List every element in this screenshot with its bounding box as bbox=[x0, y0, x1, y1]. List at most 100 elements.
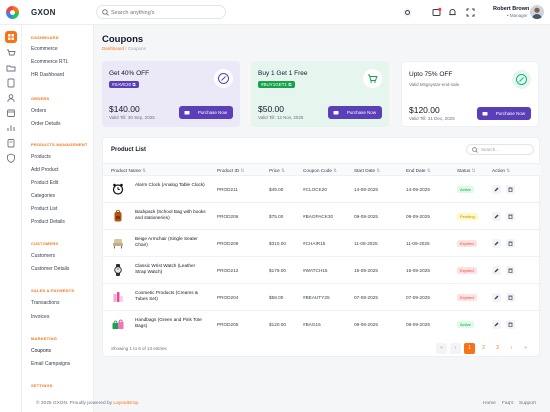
edit-icon[interactable] bbox=[492, 239, 501, 248]
start-date: 07-08-2025 bbox=[354, 295, 378, 300]
coupon-code-badge[interactable]: #BUY1GET1 ⧉ bbox=[258, 81, 295, 88]
breadcrumb-parent[interactable]: Dashboard bbox=[102, 46, 125, 51]
prev-page-button[interactable]: ‹ bbox=[450, 343, 461, 354]
coupon-code: #CHAIR15 bbox=[303, 241, 326, 246]
column-header[interactable]: Start Date ⇅ bbox=[354, 168, 381, 173]
product-name[interactable]: Alarm Clock (Analog Table Clock) bbox=[135, 182, 205, 187]
delete-icon[interactable] bbox=[506, 293, 515, 302]
delete-icon[interactable] bbox=[506, 320, 515, 329]
sidebar-item-add-product[interactable]: Add Product bbox=[31, 167, 59, 173]
folder-icon[interactable] bbox=[5, 62, 17, 74]
cart-icon[interactable] bbox=[5, 47, 17, 59]
page-title: Coupons bbox=[102, 34, 144, 45]
start-date: 11-08-2025 bbox=[354, 241, 378, 246]
product-name[interactable]: Classic Wrist Watch (Leather Strap Watch… bbox=[135, 263, 196, 274]
edit-icon[interactable] bbox=[492, 293, 501, 302]
edit-icon[interactable] bbox=[492, 320, 501, 329]
breadcrumb-current: Coupons bbox=[127, 46, 146, 51]
page-button-3[interactable]: 3 bbox=[492, 343, 503, 354]
column-header[interactable]: Status ⇅ bbox=[457, 168, 476, 173]
sidebar-item-invoices[interactable]: Invoices bbox=[31, 314, 50, 320]
copy-icon: ⧉ bbox=[288, 82, 292, 87]
clipboard-icon[interactable] bbox=[5, 137, 17, 149]
column-header[interactable]: Product ID ⇅ bbox=[217, 168, 245, 173]
purchase-now-button[interactable]: Purchase Now bbox=[179, 106, 233, 119]
edit-icon[interactable] bbox=[492, 266, 501, 275]
page-button-2[interactable]: 2 bbox=[478, 343, 489, 354]
fullscreen-icon[interactable] bbox=[465, 7, 476, 18]
delete-icon[interactable] bbox=[506, 185, 515, 194]
column-header[interactable]: End Date ⇅ bbox=[406, 168, 431, 173]
next-page-button[interactable]: › bbox=[506, 343, 517, 354]
bell-icon[interactable] bbox=[447, 7, 458, 18]
table-row[interactable]: Cosmetic Products (Creams & Tubes Set) P… bbox=[103, 284, 541, 311]
column-header[interactable]: Price ⇅ bbox=[269, 168, 285, 173]
first-page-button[interactable]: « bbox=[436, 343, 447, 354]
table-row[interactable]: Backpack (School Bag with books and stat… bbox=[103, 203, 541, 230]
table-row[interactable]: Alarm Clock (Analog Table Clock) PROD211… bbox=[103, 176, 541, 203]
table-search[interactable]: Search... bbox=[466, 144, 534, 155]
column-header[interactable]: Coupon Code ⇅ bbox=[303, 168, 338, 173]
global-search[interactable] bbox=[96, 5, 226, 19]
table-search-input[interactable]: Search... bbox=[481, 147, 500, 152]
column-header[interactable]: Product Name ⇅ bbox=[111, 168, 147, 173]
notification-icon[interactable] bbox=[431, 7, 442, 18]
calendar-icon[interactable] bbox=[5, 107, 17, 119]
sidebar-item-products[interactable]: Products bbox=[31, 154, 51, 160]
users-icon[interactable] bbox=[5, 92, 17, 104]
sidebar-item-coupons[interactable]: Coupons bbox=[31, 348, 52, 354]
purchase-now-button[interactable]: Purchase Now bbox=[477, 107, 531, 120]
footer-link-faq[interactable]: Faq's bbox=[502, 401, 514, 406]
edit-icon[interactable] bbox=[492, 212, 501, 221]
bag-icon bbox=[184, 111, 190, 115]
sidebar-item-orders[interactable]: Orders bbox=[31, 108, 47, 114]
purchase-now-button[interactable]: Purchase Now bbox=[328, 106, 382, 119]
brand-logo[interactable] bbox=[6, 6, 19, 19]
product-name[interactable]: Cosmetic Products (Creams & Tubes Set) bbox=[135, 290, 199, 301]
product-price: $75.00 bbox=[269, 214, 284, 219]
percent-icon bbox=[512, 70, 531, 89]
card-price: $50.00 bbox=[258, 104, 284, 114]
document-icon[interactable] bbox=[5, 77, 17, 89]
shield-icon[interactable] bbox=[5, 152, 17, 164]
alarm-clock-icon bbox=[111, 182, 125, 196]
footer-link-support[interactable]: Support bbox=[519, 401, 536, 406]
product-name[interactable]: Backpack (School Bag with books and stat… bbox=[135, 209, 206, 220]
search-input[interactable] bbox=[111, 7, 221, 18]
sidebar-item-transactions[interactable]: Transactions bbox=[31, 300, 60, 306]
chart-icon[interactable] bbox=[5, 122, 17, 134]
coupon-code-badge[interactable]: #SAVE20 ⧉ bbox=[109, 81, 139, 88]
footer-link-home[interactable]: Home bbox=[483, 401, 496, 406]
table-row[interactable]: Handbags (Green and Pink Tote Bags) PROD… bbox=[103, 311, 541, 338]
breadcrumb-separator: / bbox=[125, 46, 127, 51]
column-header[interactable]: Action ⇅ bbox=[492, 168, 511, 173]
sidebar-item-hr-dashboard[interactable]: HR Dashboard bbox=[31, 72, 65, 78]
sidebar-item-product-list[interactable]: Product List bbox=[31, 206, 58, 212]
delete-icon[interactable] bbox=[506, 212, 515, 221]
sidebar-item-order-details[interactable]: Order Details bbox=[31, 121, 61, 127]
product-name[interactable]: Beige Armchair (Single Seater Chair) bbox=[135, 236, 198, 247]
sidebar-item-product-details[interactable]: Product Details bbox=[31, 219, 65, 225]
last-page-button[interactable]: » bbox=[520, 343, 531, 354]
sidebar-item-customer-details[interactable]: Customer Details bbox=[31, 266, 70, 272]
sidebar-item-customers[interactable]: Customers bbox=[31, 253, 56, 259]
dashboard-icon[interactable] bbox=[5, 31, 17, 43]
brand-name: GXON bbox=[31, 8, 56, 17]
sidebar-item-ecommerce[interactable]: Ecommerce bbox=[31, 46, 58, 52]
table-row[interactable]: Beige Armchair (Single Seater Chair) PRO… bbox=[103, 230, 541, 257]
user-name[interactable]: Robert Brown bbox=[493, 6, 530, 12]
avatar[interactable] bbox=[530, 5, 544, 19]
delete-icon[interactable] bbox=[506, 266, 515, 275]
sidebar-item-email-campaigns[interactable]: Email Campaigns bbox=[31, 361, 71, 367]
page-button-1[interactable]: 1 bbox=[464, 343, 475, 354]
delete-icon[interactable] bbox=[506, 239, 515, 248]
settings-icon[interactable] bbox=[402, 7, 413, 18]
company-link[interactable]: LayoutDrop. bbox=[113, 401, 140, 406]
sidebar-item-product-edit[interactable]: Product Edit bbox=[31, 180, 59, 186]
edit-icon[interactable] bbox=[492, 185, 501, 194]
sidebar-item-ecommerce-rtl[interactable]: Ecommerce RTL bbox=[31, 59, 69, 65]
table-row[interactable]: Classic Wrist Watch (Leather Strap Watch… bbox=[103, 257, 541, 284]
sidebar-item-categories[interactable]: Categories bbox=[31, 193, 56, 199]
icon-rail bbox=[0, 25, 22, 412]
product-name[interactable]: Handbags (Green and Pink Tote Bags) bbox=[135, 317, 202, 328]
